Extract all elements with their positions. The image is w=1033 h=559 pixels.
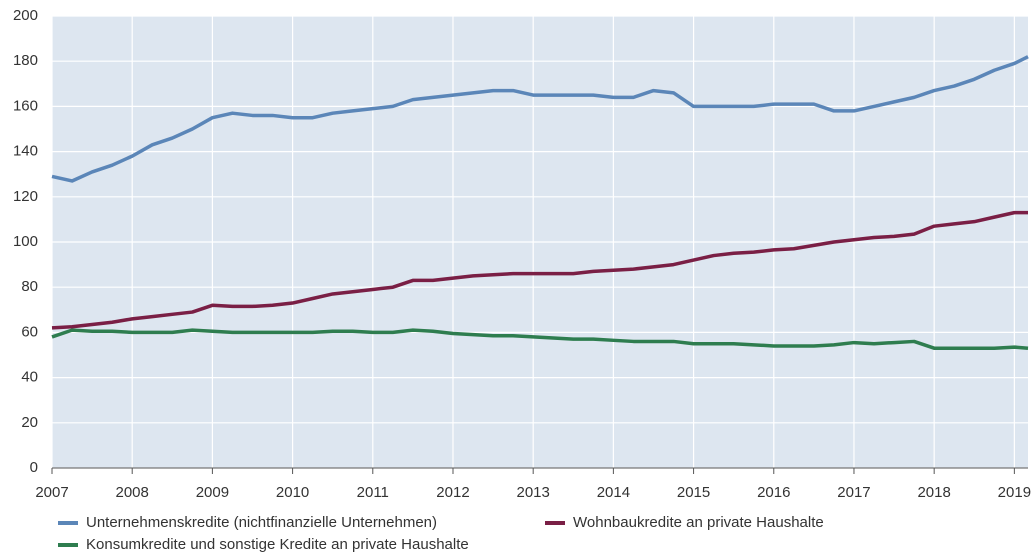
legend-label: Unternehmenskredite (nichtfinanzielle Un… — [86, 514, 437, 531]
series-line — [51, 328, 1029, 350]
x-tick-label: 2007 — [35, 484, 68, 501]
y-tick-label: 180 — [13, 52, 38, 69]
x-tick-label: 2012 — [436, 484, 469, 501]
series-line — [51, 210, 1028, 330]
series-line — [51, 55, 1029, 183]
y-tick-label: 40 — [21, 369, 38, 386]
x-tick-label: 2008 — [116, 484, 149, 501]
x-tick-label: 2019 — [998, 484, 1031, 501]
y-tick-label: 80 — [21, 278, 38, 295]
y-tick-label: 160 — [13, 97, 38, 114]
x-tick-label: 2009 — [196, 484, 229, 501]
legend-label: Wohnbaukredite an private Haushalte — [573, 514, 824, 531]
y-tick-label: 120 — [13, 188, 38, 205]
x-tick-label: 2010 — [276, 484, 309, 501]
y-tick-label: 140 — [13, 143, 38, 160]
x-tick-label: 2018 — [917, 484, 950, 501]
legend-label: Konsumkredite und sonstige Kredite an pr… — [86, 536, 469, 553]
y-tick-label: 100 — [13, 233, 38, 250]
y-tick-label: 200 — [13, 7, 38, 24]
y-tick-label: 60 — [21, 323, 38, 340]
x-tick-label: 2017 — [837, 484, 870, 501]
x-tick-label: 2016 — [757, 484, 790, 501]
y-tick-label: 0 — [30, 459, 38, 476]
x-tick-label: 2015 — [677, 484, 710, 501]
y-tick-label: 20 — [21, 414, 38, 431]
x-tick-label: 2011 — [357, 484, 389, 501]
x-tick-label: 2014 — [597, 484, 630, 501]
x-tick-label: 2013 — [516, 484, 549, 501]
